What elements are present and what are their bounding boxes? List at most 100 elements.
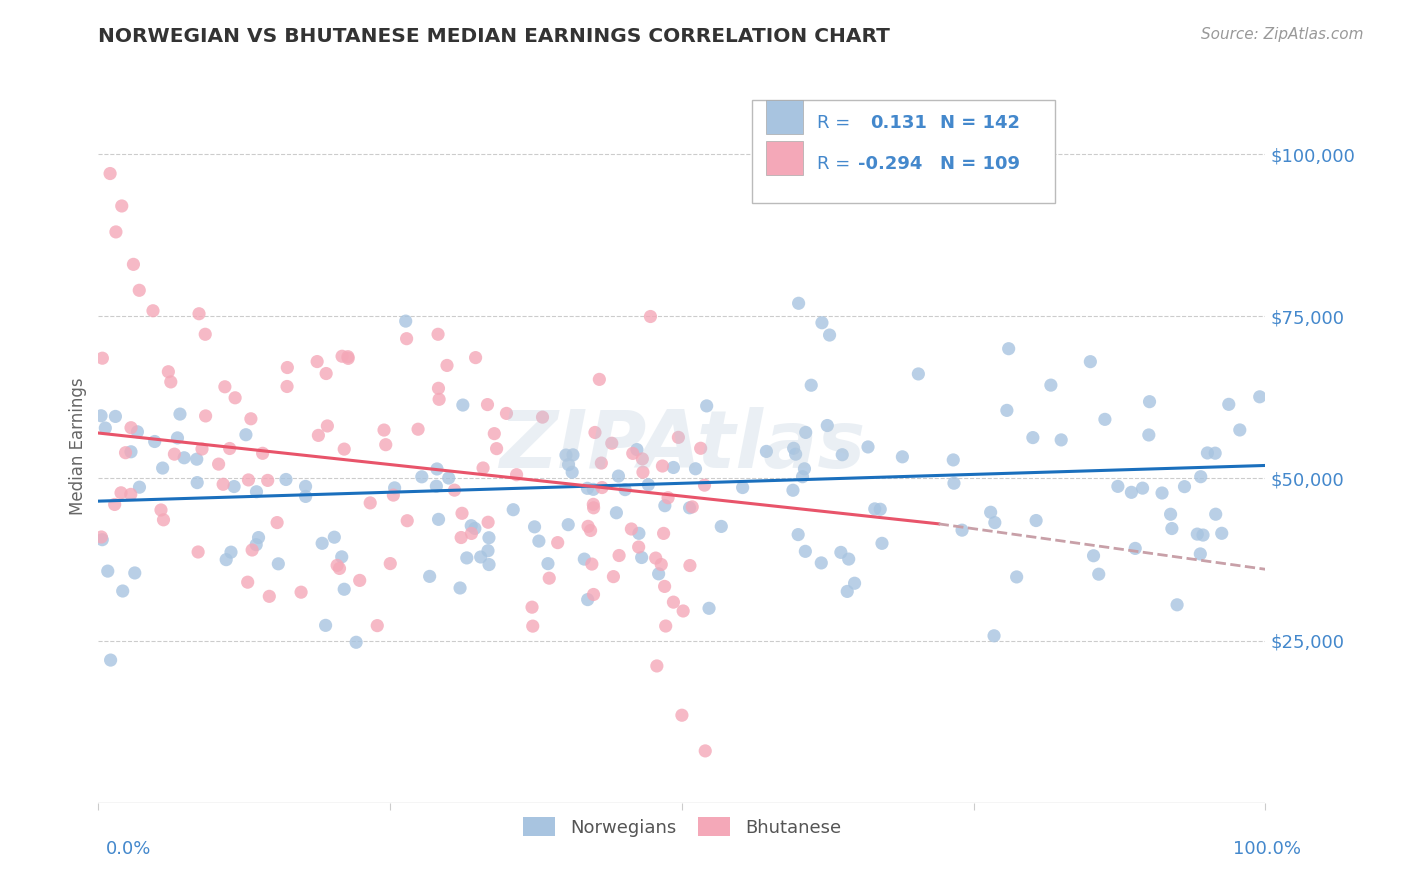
Point [631,451,654,466]
Point [427,512,450,526]
Point [582,483,605,497]
Point [997,342,1019,356]
Point [427,327,450,342]
Point [315,618,337,632]
FancyBboxPatch shape [766,141,803,175]
Point [1080,354,1102,368]
Point [460,518,482,533]
Point [557,458,579,472]
Point [505,467,527,482]
Point [111,584,134,599]
Point [785,447,807,461]
Point [337,351,360,366]
Point [224,479,246,493]
Point [630,550,652,565]
Point [562,448,585,462]
Point [478,558,501,572]
Point [1107,479,1129,493]
Point [538,571,561,585]
Point [1229,423,1251,437]
Point [344,635,367,649]
Point [373,423,395,437]
Point [224,391,246,405]
Point [561,465,583,479]
Point [478,531,501,545]
Point [252,446,274,460]
Point [451,398,474,412]
Point [191,442,214,456]
Point [695,744,717,758]
Point [307,428,329,442]
Point [294,479,316,493]
Point [522,619,544,633]
Point [426,462,449,476]
Point [602,569,624,583]
Point [276,379,298,393]
Point [678,500,700,515]
Point [576,481,599,495]
Point [456,550,478,565]
Point [942,453,965,467]
Point [582,497,605,511]
Point [600,436,623,450]
Point [1094,412,1116,426]
Point [557,517,579,532]
Point [122,257,145,271]
Point [1189,547,1212,561]
Point [406,422,429,436]
Point [395,314,418,328]
Point [110,485,132,500]
Point [419,569,441,583]
Point [97,564,120,578]
Point [527,534,550,549]
Point [186,475,208,490]
Point [464,521,486,535]
Text: 0.0%: 0.0% [105,840,150,858]
Point [437,471,460,485]
Point [186,452,208,467]
Point [411,470,433,484]
Point [863,502,886,516]
Text: Source: ZipAtlas.com: Source: ZipAtlas.com [1201,27,1364,42]
Point [1249,390,1271,404]
Point [547,535,569,549]
Point [384,481,406,495]
Point [464,351,486,365]
Point [128,480,150,494]
Point [380,557,402,571]
Point [731,481,754,495]
Point [173,450,195,465]
Point [1050,433,1073,447]
Point [651,458,673,473]
Point [605,506,627,520]
Point [654,579,676,593]
Legend: Norwegians, Bhutanese: Norwegians, Bhutanese [516,810,848,844]
Point [837,584,859,599]
Point [950,523,973,537]
Point [870,536,893,550]
Point [650,558,672,572]
Point [1025,514,1047,528]
Point [194,327,217,342]
Point [555,448,578,462]
Point [1205,507,1227,521]
Point [644,551,666,566]
Point [477,515,499,529]
Point [245,538,267,552]
Point [396,514,419,528]
Point [323,530,346,544]
Point [1123,541,1146,556]
Point [240,543,263,558]
Point [359,496,381,510]
Point [90,530,112,544]
Point [626,442,648,457]
Point [980,505,1002,519]
Point [477,398,499,412]
Point [266,516,288,530]
Point [1160,522,1182,536]
Point [349,574,371,588]
Point [1121,485,1143,500]
Y-axis label: Median Earnings: Median Earnings [69,377,87,515]
Point [98,167,121,181]
Point [1204,446,1226,460]
